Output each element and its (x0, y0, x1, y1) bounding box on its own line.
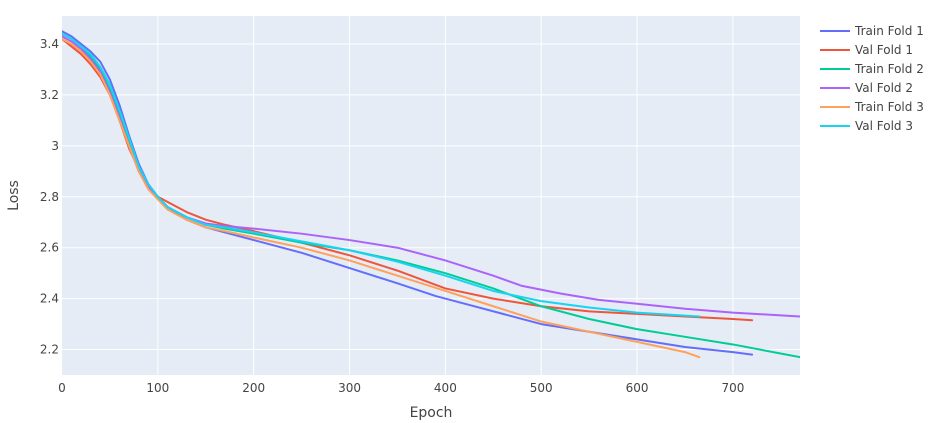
series-line-train-fold-3 (62, 37, 701, 359)
legend-item-val-fold-1[interactable]: Val Fold 1 (820, 43, 913, 57)
series-lines (62, 30, 800, 359)
legend-label: Train Fold 2 (854, 62, 924, 76)
x-axis-ticks: 0 100 200 300 400 500 600 700 (58, 381, 744, 395)
x-axis-title: Epoch (410, 405, 453, 421)
legend-label: Train Fold 3 (854, 100, 924, 114)
x-tick-label: 600 (626, 381, 649, 395)
series-line-val-fold-3 (62, 32, 701, 318)
legend[interactable]: Train Fold 1 Val Fold 1 Train Fold 2 Val Fo… (820, 24, 924, 133)
legend-item-val-fold-2[interactable]: Val Fold 2 (820, 81, 913, 95)
legend-label: Val Fold 1 (855, 43, 913, 57)
x-tick-label: 100 (146, 381, 169, 395)
legend-item-val-fold-3[interactable]: Val Fold 3 (820, 119, 913, 133)
x-tick-label: 300 (338, 381, 361, 395)
x-tick-label: 400 (434, 381, 457, 395)
y-tick-label: 2.8 (40, 190, 59, 204)
legend-label: Val Fold 2 (855, 81, 913, 95)
y-tick-label: 3 (51, 139, 59, 153)
x-tick-label: 700 (721, 381, 744, 395)
series-line-val-fold-2 (62, 35, 800, 318)
grid-lines (62, 16, 800, 375)
legend-label: Train Fold 1 (854, 24, 924, 38)
x-tick-label: 200 (242, 381, 265, 395)
x-tick-label: 500 (530, 381, 553, 395)
y-tick-label: 2.2 (40, 343, 59, 357)
y-axis-title: Loss (6, 180, 22, 211)
y-tick-label: 3.4 (40, 37, 59, 51)
y-tick-label: 3.2 (40, 88, 59, 102)
x-tick-label: 0 (58, 381, 66, 395)
plot-background (62, 16, 800, 375)
legend-label: Val Fold 3 (855, 119, 913, 133)
y-axis-ticks: 2.2 2.4 2.6 2.8 3 3.2 3.4 (40, 37, 59, 357)
y-tick-label: 2.6 (40, 241, 59, 255)
legend-item-train-fold-1[interactable]: Train Fold 1 (820, 24, 924, 38)
legend-item-train-fold-3[interactable]: Train Fold 3 (820, 100, 924, 114)
legend-item-train-fold-2[interactable]: Train Fold 2 (820, 62, 924, 76)
y-tick-label: 2.4 (40, 292, 59, 306)
